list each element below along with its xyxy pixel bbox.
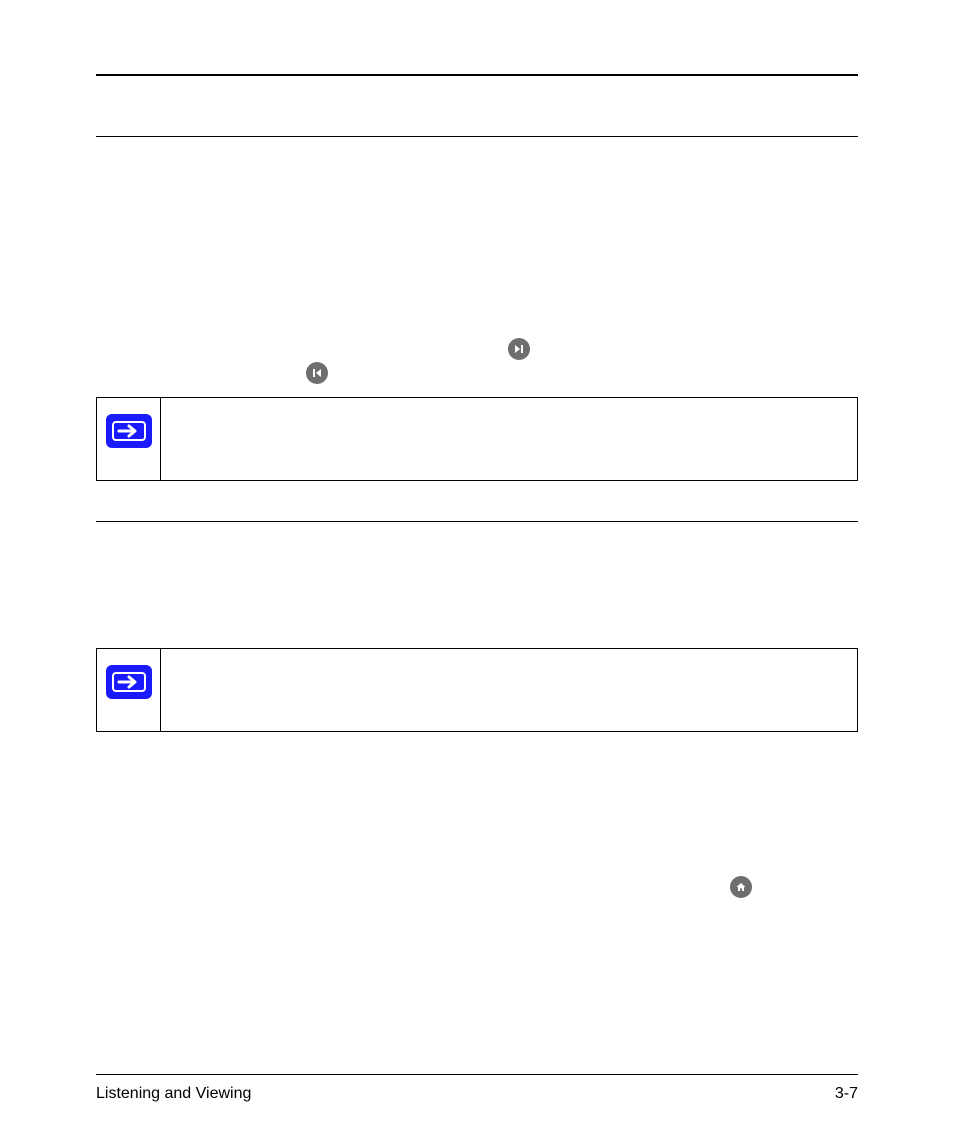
note-box-1: [96, 397, 858, 481]
section-divider-2: [96, 521, 858, 522]
home-icon: [730, 876, 752, 898]
skip-next-icon: [508, 338, 530, 360]
page-footer: Listening and Viewing 3-7: [96, 1074, 858, 1103]
note-arrow-icon: [106, 665, 152, 699]
note-text-2: [161, 649, 857, 731]
note-icon-cell-1: [97, 398, 161, 480]
note-text-1: [161, 398, 857, 480]
footer-page-number: 3-7: [835, 1085, 858, 1103]
note-arrow-icon: [106, 414, 152, 448]
footer-section-title: Listening and Viewing: [96, 1085, 251, 1103]
note-icon-cell-2: [97, 649, 161, 731]
footer-rule: [96, 1074, 858, 1075]
content-space-2: [96, 562, 858, 628]
section-divider-1: [96, 136, 858, 137]
top-rule: [96, 74, 858, 76]
skip-prev-icon: [306, 362, 328, 384]
note-box-2: [96, 648, 858, 732]
content-space-1: [96, 177, 858, 377]
